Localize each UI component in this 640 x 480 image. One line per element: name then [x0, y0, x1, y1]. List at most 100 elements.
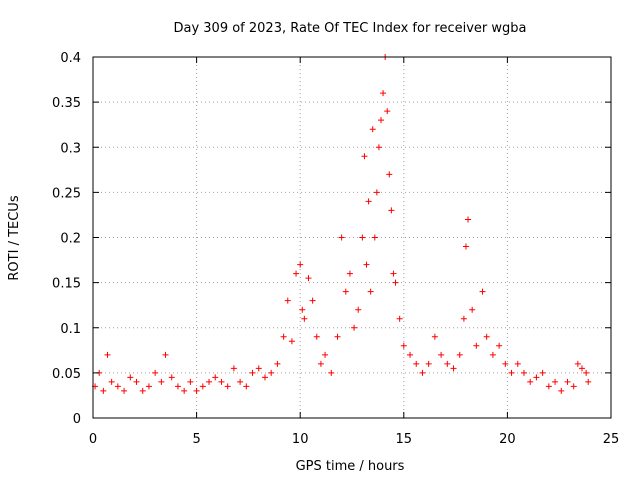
- data-point: [230, 365, 237, 372]
- data-point: [371, 234, 378, 241]
- data-point: [496, 342, 503, 349]
- data-point: [539, 369, 546, 376]
- data-point: [288, 338, 295, 345]
- data-point: [574, 360, 581, 367]
- data-point: [114, 383, 121, 390]
- data-point: [400, 342, 407, 349]
- data-point: [363, 261, 370, 268]
- data-point: [361, 153, 368, 160]
- data-point: [545, 383, 552, 390]
- y-tick-label: 0.2: [60, 232, 81, 247]
- data-point: [444, 360, 451, 367]
- data-point: [338, 234, 345, 241]
- data-point: [479, 288, 486, 295]
- data-point: [431, 333, 438, 340]
- data-point: [462, 243, 469, 250]
- data-point: [237, 378, 244, 385]
- data-point: [145, 383, 152, 390]
- data-point: [309, 297, 316, 304]
- data-point: [419, 369, 426, 376]
- data-point: [520, 369, 527, 376]
- data-point: [365, 198, 372, 205]
- data-point: [378, 117, 385, 124]
- data-point: [469, 306, 476, 313]
- data-point: [243, 383, 250, 390]
- data-point: [465, 216, 472, 223]
- y-tick-label: 0.4: [60, 51, 81, 66]
- data-point: [502, 360, 509, 367]
- y-tick-label: 0.3: [60, 141, 81, 156]
- data-point: [168, 374, 175, 381]
- data-point: [218, 378, 225, 385]
- data-point: [585, 378, 592, 385]
- data-point: [407, 351, 414, 358]
- data-point: [249, 369, 256, 376]
- data-point: [413, 360, 420, 367]
- data-point: [473, 342, 480, 349]
- data-point: [133, 378, 140, 385]
- data-point: [181, 387, 188, 394]
- data-point: [508, 369, 515, 376]
- data-point: [280, 333, 287, 340]
- data-point: [583, 369, 590, 376]
- data-point: [425, 360, 432, 367]
- data-points: [92, 54, 592, 394]
- grid-lines: [93, 57, 611, 418]
- data-point: [450, 365, 457, 372]
- x-tick-label: 10: [292, 432, 309, 447]
- data-point: [355, 306, 362, 313]
- y-tick-label: 0.35: [52, 96, 81, 111]
- data-point: [558, 387, 565, 394]
- data-point: [199, 383, 206, 390]
- data-point: [367, 288, 374, 295]
- data-point: [328, 369, 335, 376]
- x-tick-label: 20: [499, 432, 516, 447]
- data-point: [212, 374, 219, 381]
- y-axis: 0 0.05 0.1 0.15 0.2 0.25 0.3 0.35 0.4: [52, 51, 611, 427]
- data-point: [162, 351, 169, 358]
- y-axis-label: ROTI / TECUs: [7, 195, 22, 280]
- data-point: [527, 378, 534, 385]
- data-point: [456, 351, 463, 358]
- data-point: [334, 333, 341, 340]
- x-axis: 0 5 10 15 20 25: [89, 57, 619, 447]
- data-point: [359, 234, 366, 241]
- data-point: [392, 279, 399, 286]
- y-tick-label: 0.25: [52, 186, 81, 201]
- data-point: [369, 126, 376, 133]
- y-tick-label: 0.15: [52, 277, 81, 292]
- data-point: [384, 108, 391, 115]
- data-point: [489, 351, 496, 358]
- data-point: [297, 261, 304, 268]
- y-tick-label: 0: [73, 412, 81, 427]
- x-tick-label: 25: [603, 432, 620, 447]
- data-point: [396, 315, 403, 322]
- data-point: [255, 365, 262, 372]
- data-point: [121, 387, 128, 394]
- data-point: [284, 297, 291, 304]
- data-point: [380, 90, 387, 97]
- data-point: [104, 351, 111, 358]
- data-point: [100, 387, 107, 394]
- data-point: [390, 270, 397, 277]
- data-point: [139, 387, 146, 394]
- data-point: [533, 374, 540, 381]
- data-point: [346, 270, 353, 277]
- data-point: [578, 365, 585, 372]
- data-point: [108, 378, 115, 385]
- data-point: [313, 333, 320, 340]
- data-point: [342, 288, 349, 295]
- data-point: [301, 315, 308, 322]
- data-point: [152, 369, 159, 376]
- x-tick-label: 15: [396, 432, 413, 447]
- data-point: [158, 378, 165, 385]
- x-tick-label: 0: [89, 432, 97, 447]
- data-point: [552, 378, 559, 385]
- data-point: [322, 351, 329, 358]
- x-tick-label: 5: [192, 432, 200, 447]
- x-axis-label: GPS time / hours: [296, 459, 405, 474]
- data-point: [305, 275, 312, 282]
- y-tick-label: 0.05: [52, 367, 81, 382]
- data-point: [174, 383, 181, 390]
- data-point: [386, 171, 393, 178]
